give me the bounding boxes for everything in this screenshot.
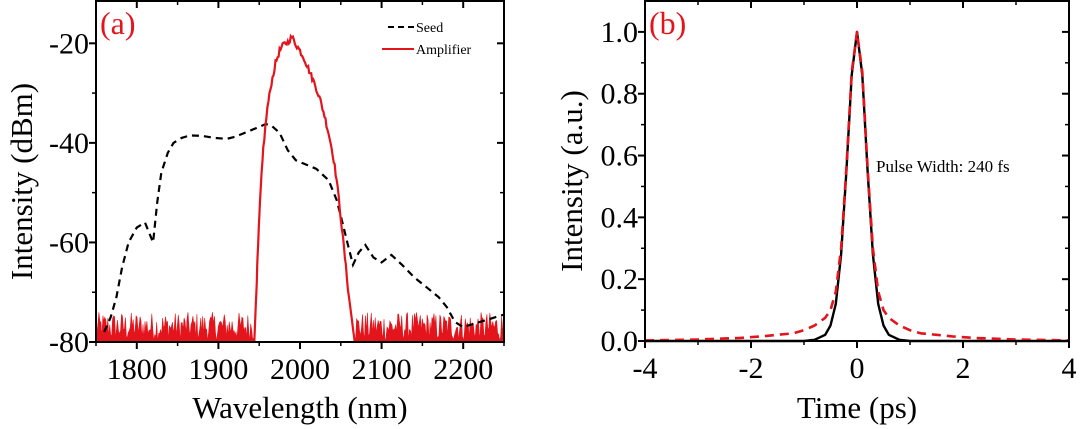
panel-a-y-axis-title: Intensity (dBm) xyxy=(4,83,39,280)
y-tick-label: 0.2 xyxy=(601,263,639,296)
series-seed xyxy=(103,122,505,333)
x-tick-label: 2100 xyxy=(352,353,412,386)
y-tick-label: 0.8 xyxy=(601,78,639,111)
panel-b-y-axis-title: Intensity (a.u.) xyxy=(554,90,589,272)
y-tick-label: 0.4 xyxy=(601,201,639,234)
legend-amplifier-label: Amplifier xyxy=(416,43,472,58)
amplifier-noise-floor xyxy=(354,312,505,343)
x-tick-label: -2 xyxy=(739,352,764,385)
panel-a-label: (a) xyxy=(100,5,136,41)
series-amplifier xyxy=(253,33,356,343)
x-tick-label: 2 xyxy=(956,352,971,385)
x-tick-label: 1800 xyxy=(107,353,167,386)
legend-seed-label: Seed xyxy=(416,21,443,36)
y-tick-label: -80 xyxy=(49,326,89,359)
panel-b-plot-area xyxy=(644,30,1070,343)
series-fit xyxy=(645,30,1069,343)
panel-a-plot-area xyxy=(95,33,505,343)
series-measured xyxy=(644,30,1070,342)
panel-a-x-axis-title: Wavelength (nm) xyxy=(192,390,407,425)
y-tick-label: -20 xyxy=(49,27,89,60)
pulse-width-annotation: Pulse Width: 240 fs xyxy=(876,157,1010,176)
panel-b-autocorrelation: -4 -2 0 2 4 0.0 0.2 0.4 0.6 0.8 1.0 (b) Pulse Widt… xyxy=(554,0,1077,425)
amplifier-noise-floor xyxy=(95,312,255,343)
y-tick-label: -40 xyxy=(49,127,89,160)
panel-b-ticks: -4 -2 0 2 4 0.0 0.2 0.4 0.6 0.8 1.0 xyxy=(601,1,1077,385)
panel-a-spectrum: 1800 1900 2000 2100 2200 -20 -40 -60 -80 (a) See… xyxy=(4,0,505,425)
panel-a-legend: Seed Amplifier xyxy=(382,21,472,58)
x-tick-label: 2200 xyxy=(433,353,493,386)
panel-b-label: (b) xyxy=(649,5,686,41)
y-tick-label: 0.6 xyxy=(601,140,639,173)
panel-b-x-axis-title: Time (ps) xyxy=(797,390,917,425)
panel-a-ticks: 1800 1900 2000 2100 2200 -20 -40 -60 -80 xyxy=(49,1,505,386)
x-tick-label: 0 xyxy=(850,352,865,385)
x-tick-label: 4 xyxy=(1062,352,1077,385)
y-tick-label: 1.0 xyxy=(601,16,639,49)
x-tick-label: -4 xyxy=(633,352,658,385)
x-tick-label: 1900 xyxy=(188,353,248,386)
x-tick-label: 2000 xyxy=(270,353,330,386)
y-tick-label: 0.0 xyxy=(601,325,639,358)
y-tick-label: -60 xyxy=(49,226,89,259)
